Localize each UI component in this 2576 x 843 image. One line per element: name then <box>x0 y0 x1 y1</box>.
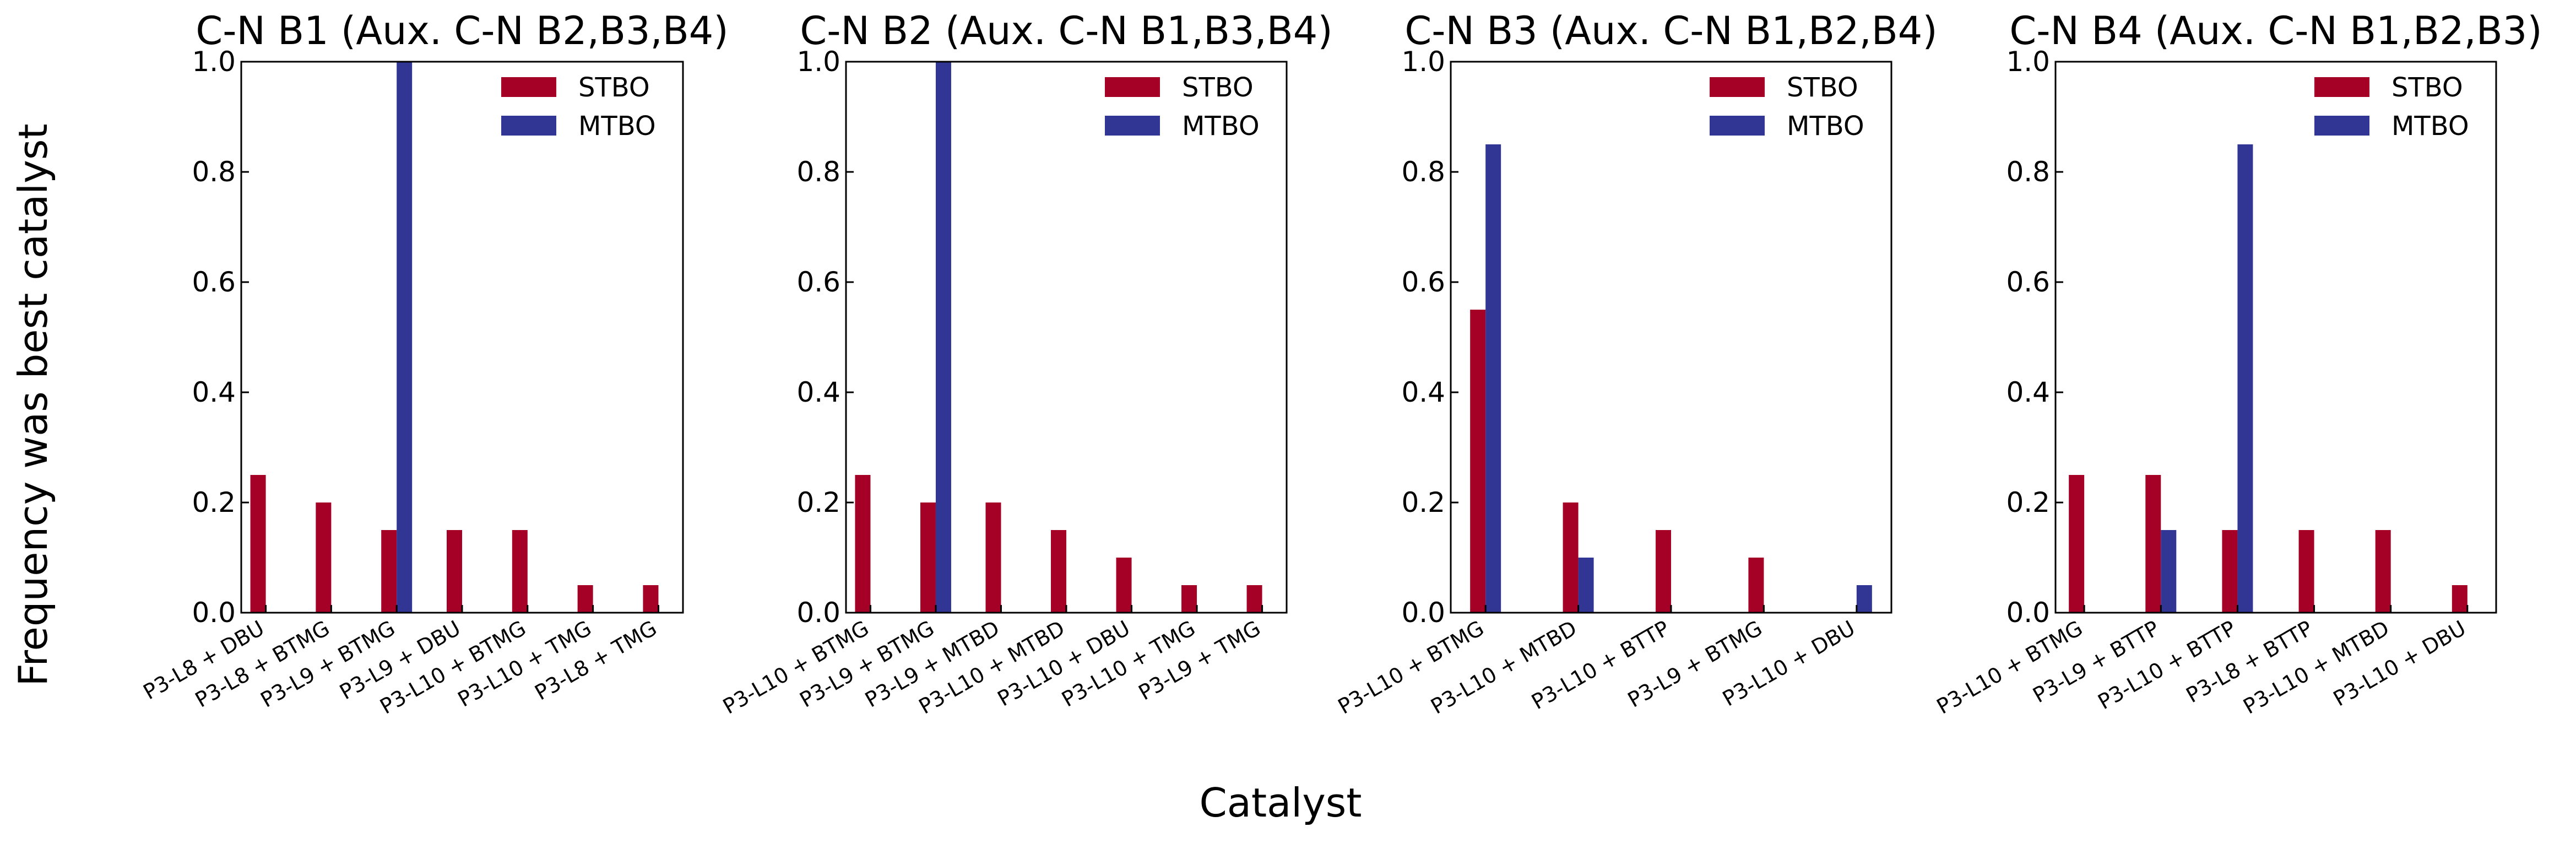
plot-frame <box>2054 61 2497 614</box>
bar-stbo <box>2145 475 2161 613</box>
legend-label: STBO <box>1787 72 1858 103</box>
y-tick-label: 0.8 <box>2006 156 2050 188</box>
subplot-3: C-N B3 (Aux. C-N B1,B2,B4) 0.0 0.2 0.4 0.6 0.… <box>1334 8 1938 719</box>
bar-stbo <box>920 502 936 613</box>
legend-swatch-mtbo <box>2314 116 2369 136</box>
y-tick-label: 1.0 <box>192 46 236 78</box>
y-tick-label: 0.0 <box>796 597 840 629</box>
subplot-4: C-N B4 (Aux. C-N B1,B2,B3) 0.0 0.2 0.4 0.6 0.… <box>1933 8 2542 719</box>
bar-stbo <box>577 585 593 613</box>
y-tick-label: 0.6 <box>1401 266 1445 298</box>
legend-swatch-stbo <box>1105 77 1160 97</box>
bar-mtbo <box>1485 144 1501 613</box>
bar-stbo <box>2298 530 2314 613</box>
legend-swatch-stbo <box>2314 77 2369 97</box>
bar-stbo <box>1563 502 1579 613</box>
bar-stbo <box>643 585 659 613</box>
bar-stbo <box>2375 530 2391 613</box>
bar-stbo <box>1656 530 1671 613</box>
bar-stbo <box>381 530 397 613</box>
legend-label: STBO <box>1182 72 1254 103</box>
y-tick-label: 0.0 <box>192 597 236 629</box>
legend-swatch-stbo <box>501 77 556 97</box>
bar-mtbo <box>2237 144 2253 613</box>
x-tick-label: P3-L10 + BTTP <box>2094 616 2240 715</box>
legend-label: MTBO <box>2391 111 2469 142</box>
subplots: C-N B1 (Aux. C-N B2,B3,B4) 0.0 0.2 0.4 0.6 0.… <box>139 8 2542 719</box>
legend-swatch-mtbo <box>501 116 556 136</box>
bar-stbo <box>2222 530 2238 613</box>
bar-stbo <box>447 530 462 613</box>
bar-mtbo <box>1856 585 1872 613</box>
y-tick-label: 0.2 <box>796 487 840 518</box>
legend-swatch-mtbo <box>1710 116 1765 136</box>
y-tick-label: 0.4 <box>1401 376 1445 408</box>
x-axis-label: Catalyst <box>1199 780 1362 826</box>
y-axis-label: Frequency was best catalyst <box>10 123 56 686</box>
x-tick-label: P3-L10 + DBU <box>2329 616 2470 711</box>
y-tick-label: 0.0 <box>1401 597 1445 629</box>
chart-title: C-N B2 (Aux. C-N B1,B3,B4) <box>800 8 1332 53</box>
bar-stbo <box>316 502 332 613</box>
bar-mtbo <box>397 62 413 613</box>
legend-swatch-stbo <box>1710 77 1765 97</box>
subplot-1: C-N B1 (Aux. C-N B2,B3,B4) 0.0 0.2 0.4 0.6 0.… <box>139 8 729 719</box>
chart-title: C-N B4 (Aux. C-N B1,B2,B3) <box>2009 8 2542 53</box>
chart-title: C-N B3 (Aux. C-N B1,B2,B4) <box>1404 8 1937 53</box>
bar-stbo <box>1470 310 1486 613</box>
bar-stbo <box>1116 558 1132 613</box>
bar-stbo <box>855 475 871 613</box>
y-tick-label: 0.8 <box>796 156 840 188</box>
legend-label: STBO <box>2391 72 2463 103</box>
legend-label: MTBO <box>578 111 656 142</box>
bar-stbo <box>2452 585 2467 613</box>
y-tick-label: 0.0 <box>2006 597 2050 629</box>
bar-stbo <box>1181 585 1197 613</box>
bar-mtbo <box>2161 530 2177 613</box>
legend-swatch-mtbo <box>1105 116 1160 136</box>
y-tick-label: 0.2 <box>192 487 236 518</box>
y-tick-label: 1.0 <box>1401 46 1445 78</box>
legend-label: MTBO <box>1787 111 1864 142</box>
y-tick-label: 0.8 <box>1401 156 1445 188</box>
chart-title: C-N B1 (Aux. C-N B2,B3,B4) <box>196 8 728 53</box>
bar-stbo <box>1246 585 1262 613</box>
y-tick-label: 0.6 <box>2006 266 2050 298</box>
bar-stbo <box>1748 558 1764 613</box>
y-tick-label: 1.0 <box>2006 46 2050 78</box>
y-tick-label: 1.0 <box>796 46 840 78</box>
y-tick-label: 0.6 <box>796 266 840 298</box>
y-tick-label: 0.2 <box>1401 487 1445 518</box>
y-tick-label: 0.4 <box>192 376 236 408</box>
legend-label: STBO <box>578 72 650 103</box>
bar-stbo <box>985 502 1001 613</box>
legend-label: MTBO <box>1182 111 1260 142</box>
bar-stbo <box>1051 530 1066 613</box>
y-tick-label: 0.4 <box>796 376 840 408</box>
subplot-2: C-N B2 (Aux. C-N B1,B3,B4) 0.0 0.2 0.4 0.6 0.… <box>719 8 1333 719</box>
bar-stbo <box>250 475 266 613</box>
bar-stbo <box>512 530 528 613</box>
y-tick-label: 0.4 <box>2006 376 2050 408</box>
bar-mtbo <box>1578 558 1594 613</box>
y-tick-label: 0.2 <box>2006 487 2050 518</box>
bar-stbo <box>2069 475 2085 613</box>
y-tick-label: 0.6 <box>192 266 236 298</box>
bar-mtbo <box>935 62 951 613</box>
y-tick-label: 0.8 <box>192 156 236 188</box>
